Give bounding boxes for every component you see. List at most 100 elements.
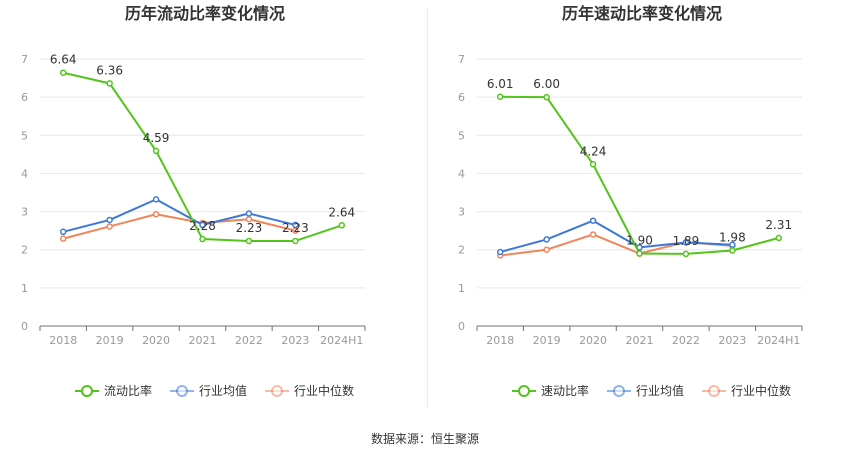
data-point bbox=[543, 246, 550, 253]
chart-title: 历年流动比率变化情况 bbox=[125, 4, 285, 23]
data-point bbox=[636, 250, 643, 257]
legend-label: 行业中位数 bbox=[294, 383, 354, 398]
x-tick-label: 2023 bbox=[718, 334, 746, 347]
x-tick-label: 2024H1 bbox=[757, 334, 800, 347]
data-label: 1.98 bbox=[719, 230, 746, 244]
legend-marker bbox=[518, 385, 530, 397]
y-tick-label: 0 bbox=[21, 320, 28, 333]
data-point bbox=[496, 93, 504, 101]
y-tick-label: 4 bbox=[21, 167, 28, 180]
y-tick-label: 7 bbox=[21, 53, 28, 66]
legend-label: 行业均值 bbox=[636, 383, 684, 398]
y-tick-label: 7 bbox=[458, 53, 465, 66]
data-label: 6.64 bbox=[50, 53, 77, 67]
data-point bbox=[543, 236, 550, 243]
data-point bbox=[106, 223, 113, 230]
data-label: 2.28 bbox=[189, 219, 216, 233]
y-tick-label: 3 bbox=[458, 206, 465, 219]
x-tick-label: 2018 bbox=[49, 334, 77, 347]
y-tick-label: 0 bbox=[458, 320, 465, 333]
chart-title: 历年速动比率变化情况 bbox=[562, 4, 722, 23]
legend-label: 行业均值 bbox=[199, 383, 247, 398]
x-tick-label: 2022 bbox=[672, 334, 700, 347]
chart-panel-2: 历年速动比率变化情况 0 1 2 3 4 5 6 7 2018 2019 2020 2021 2022 20… bbox=[458, 4, 803, 398]
y-tick-label: 1 bbox=[458, 282, 465, 295]
data-point bbox=[496, 248, 504, 256]
legend-item: 行业均值 bbox=[607, 383, 684, 398]
x-tick-label: 2020 bbox=[579, 334, 607, 347]
data-label: 6.01 bbox=[487, 77, 514, 91]
data-label: 6.00 bbox=[533, 77, 560, 91]
data-point bbox=[292, 221, 299, 229]
legend-item: 行业中位数 bbox=[265, 383, 354, 398]
y-tick-label: 2 bbox=[21, 244, 28, 257]
legend-marker bbox=[81, 385, 93, 397]
x-tick-label: 2021 bbox=[189, 334, 217, 347]
data-point bbox=[589, 161, 597, 168]
data-label: 2.23 bbox=[236, 221, 263, 235]
y-tick-label: 5 bbox=[21, 129, 28, 142]
legend-marker bbox=[613, 385, 625, 397]
x-tick-label: 2018 bbox=[486, 334, 514, 347]
x-tick-label: 2024H1 bbox=[320, 334, 363, 347]
y-tick-label: 6 bbox=[458, 91, 465, 104]
x-tick-label: 2019 bbox=[96, 334, 124, 347]
data-point bbox=[775, 234, 783, 242]
y-tick-label: 6 bbox=[21, 91, 28, 104]
x-tick-label: 2022 bbox=[235, 334, 263, 347]
x-tick-label: 2020 bbox=[142, 334, 170, 347]
y-tick-label: 3 bbox=[21, 206, 28, 219]
data-point bbox=[152, 147, 160, 155]
data-point bbox=[59, 69, 67, 76]
legend-item: 速动比率 bbox=[512, 383, 589, 398]
series-line bbox=[499, 219, 733, 253]
data-point bbox=[152, 210, 160, 218]
data-label: 4.24 bbox=[580, 144, 607, 158]
data-point bbox=[199, 235, 206, 243]
series-line bbox=[62, 213, 296, 240]
data-point bbox=[292, 237, 299, 245]
chart-panel-1: 历年流动比率变化情况 0 1 2 3 4 5 6 7 2018 2019 2020 2021 2022 20… bbox=[21, 4, 366, 398]
legend-item: 行业均值 bbox=[170, 383, 247, 398]
data-label: 2.31 bbox=[765, 218, 792, 232]
data-point bbox=[543, 93, 550, 101]
x-tick-label: 2021 bbox=[626, 334, 654, 347]
data-label: 2.23 bbox=[282, 221, 309, 235]
data-point bbox=[338, 222, 346, 229]
data-point bbox=[729, 247, 736, 254]
data-label: 2.64 bbox=[328, 205, 355, 219]
data-point bbox=[245, 237, 253, 245]
data-point bbox=[682, 250, 690, 258]
series-line bbox=[62, 198, 296, 233]
data-point bbox=[682, 239, 690, 246]
legend-marker bbox=[708, 385, 720, 397]
data-point bbox=[106, 80, 113, 87]
legend-marker bbox=[271, 385, 283, 397]
data-point bbox=[589, 217, 597, 224]
legend-item: 流动比率 bbox=[75, 383, 152, 398]
data-point bbox=[245, 210, 253, 217]
legend-label: 速动比率 bbox=[541, 383, 589, 398]
series-line bbox=[62, 71, 343, 242]
y-tick-label: 1 bbox=[21, 282, 28, 295]
data-label: 4.59 bbox=[143, 131, 170, 145]
y-tick-label: 2 bbox=[458, 244, 465, 257]
x-tick-label: 2023 bbox=[281, 334, 309, 347]
data-source-note: 数据来源：恒生聚源 bbox=[370, 432, 479, 446]
x-tick-label: 2019 bbox=[533, 334, 561, 347]
legend-item: 行业中位数 bbox=[702, 383, 791, 398]
data-point bbox=[106, 216, 113, 224]
data-point bbox=[589, 231, 597, 238]
legend-label: 行业中位数 bbox=[731, 383, 791, 398]
data-label: 1.90 bbox=[626, 234, 653, 248]
data-point bbox=[59, 235, 67, 242]
panel-divider bbox=[427, 8, 428, 408]
y-tick-label: 5 bbox=[458, 129, 465, 142]
data-point bbox=[199, 221, 206, 229]
data-point bbox=[152, 196, 160, 203]
legend-marker bbox=[176, 385, 188, 397]
data-label: 6.36 bbox=[96, 63, 123, 77]
legend-label: 流动比率 bbox=[104, 383, 152, 398]
data-label: 1.89 bbox=[673, 234, 700, 248]
